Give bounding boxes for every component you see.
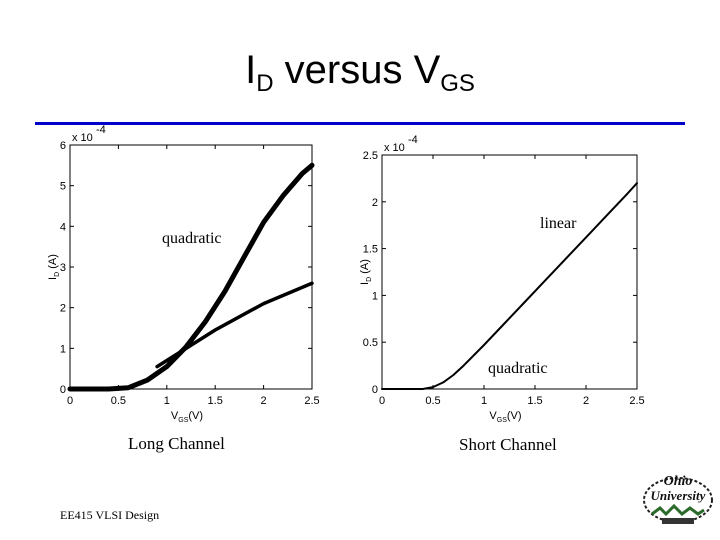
chart2-x-axis-label: VGS(V) (489, 410, 521, 424)
chart1-series-1-line (67, 162, 315, 392)
title-main: I (245, 48, 257, 92)
chart1-y-axis-label: ID (A) (47, 254, 61, 280)
chart2-y-exponent: -4 (408, 134, 418, 146)
chart2-y-tick-label: 2.5 (363, 150, 378, 162)
chart2-x-tick-label: 1 (481, 395, 487, 407)
ohio-university-logo: Ohio University (643, 474, 713, 524)
chart1-y-tick-label: 5 (60, 181, 66, 193)
chart2-y-tick-label: 1 (372, 290, 378, 302)
chart2-annotation-quadratic: quadratic (488, 360, 548, 377)
chart2-x-tick-label: 2 (583, 395, 589, 407)
chart1-x-tick-label: 1 (164, 395, 170, 407)
chart2-y-axis-label: ID (A) (359, 259, 373, 285)
chart2-y-tick-label: 0 (372, 384, 378, 396)
chart2-y-tick-label: 1.5 (363, 244, 378, 256)
chart2-plot-frame (381, 154, 638, 390)
chart1-x-tick-label: 0 (67, 395, 73, 407)
chart2-series-1-line (381, 182, 638, 390)
title-sub-gs: GS (440, 70, 475, 97)
chart1-plot-frame (69, 144, 313, 390)
title-sub-d: D (256, 70, 274, 97)
chart1-x-tick-label: 0.5 (111, 395, 126, 407)
chart2-annotation-linear: linear (540, 215, 577, 232)
chart1-y-tick-label: 6 (60, 140, 66, 152)
chart2-x-tick-label: 0.5 (425, 395, 440, 407)
short-channel-caption: Short Channel (459, 435, 557, 454)
chart2-y-tick-label: 2 (372, 197, 378, 209)
footer-course-label: EE415 VLSI Design (60, 508, 160, 522)
chart1-x-tick-label: 2.5 (304, 395, 319, 407)
chart1-y-exponent: -4 (96, 124, 106, 136)
chart1-y-tick-label: 0 (60, 384, 66, 396)
slide-title: ID versus VGS (0, 48, 720, 98)
title-mid: versus V (273, 48, 441, 92)
chart2-y-multiplier: x 10 (384, 142, 405, 154)
chart1-y-tick-label: 2 (60, 303, 66, 315)
svg-text:University: University (651, 488, 706, 503)
chart1-x-axis-label: VGS(V) (171, 410, 203, 424)
chart1-annotation-quadratic: quadratic (162, 230, 222, 247)
chart1-y-multiplier: x 10 (72, 132, 93, 144)
long-channel-caption: Long Channel (128, 434, 225, 453)
chart2-x-tick-label: 0 (379, 395, 385, 407)
chart1-x-tick-label: 1.5 (208, 395, 223, 407)
chart1-y-tick-label: 1 (60, 343, 66, 355)
chart2-y-tick-label: 0.5 (363, 337, 378, 349)
title-rule (35, 122, 685, 125)
chart2-x-tick-label: 1.5 (527, 395, 542, 407)
chart1-y-tick-label: 4 (60, 221, 66, 233)
chart1-series-2-line (155, 281, 314, 369)
chart1-y-tick-label: 3 (60, 262, 66, 274)
chart2-x-tick-label: 2.5 (629, 395, 644, 407)
chart1-x-tick-label: 2 (261, 395, 267, 407)
svg-text:Ohio: Ohio (664, 474, 693, 489)
